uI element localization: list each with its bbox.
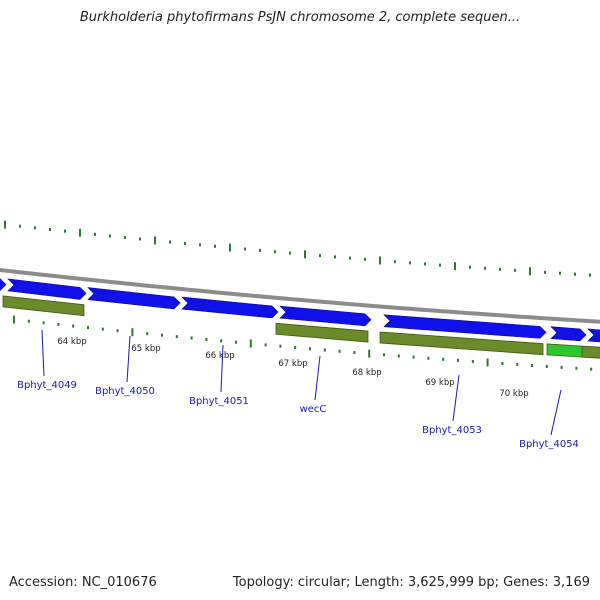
gene-feature[interactable]	[275, 322, 369, 343]
gene-feature[interactable]	[546, 343, 583, 358]
gene-feature[interactable]	[379, 331, 544, 356]
genome-summary: Topology: circular; Length: 3,625,999 bp…	[232, 575, 590, 590]
scale-label: 67 kbp	[278, 359, 307, 369]
backbone-line	[0, 268, 600, 324]
gene-label[interactable]: wecC	[300, 404, 327, 415]
scale-label: 66 kbp	[205, 351, 234, 361]
gene-label-leader	[41, 329, 45, 377]
scale-label: 64 kbp	[57, 337, 86, 347]
gene-feature[interactable]	[2, 295, 85, 317]
cds-feature[interactable]	[7, 278, 87, 300]
scale-labels: 64 kbp 65 kbp 66 kbp 67 kbp 68 kbp 69 kbp 70 k…	[57, 337, 528, 399]
cds-feature[interactable]	[0, 277, 7, 292]
gene-label-leader	[452, 374, 460, 422]
cds-feature[interactable]	[87, 287, 181, 310]
gene-label[interactable]: Bphyt_4049	[17, 380, 77, 391]
scale-label: 65 kbp	[131, 344, 160, 354]
gene-label-leader	[220, 344, 224, 393]
inner-tick-track	[13, 315, 593, 371]
gene-label[interactable]: Bphyt_4051	[189, 396, 249, 407]
gene-label[interactable]: Bphyt_4054	[519, 439, 579, 450]
gene-label[interactable]: Bphyt_4050	[95, 386, 155, 397]
cds-feature[interactable]	[279, 305, 372, 327]
gene-label-leader	[126, 335, 131, 383]
gene-labels: Bphyt_4049 Bphyt_4050 Bphyt_4051 wecC Bphyt_…	[17, 329, 579, 450]
gene-feature[interactable]	[581, 345, 600, 359]
scale-label: 69 kbp	[425, 378, 454, 388]
scale-label: 70 kbp	[499, 389, 528, 399]
outer-tick-track	[4, 220, 591, 277]
scale-label: 68 kbp	[352, 368, 381, 378]
gene-label[interactable]: Bphyt_4053	[422, 425, 482, 436]
accession-label: Accession: NC_010676	[9, 575, 157, 590]
cds-feature[interactable]	[181, 296, 279, 319]
cds-track	[0, 277, 600, 343]
cds-feature[interactable]	[383, 314, 547, 339]
gene-track	[2, 295, 600, 359]
gene-label-leader	[314, 355, 321, 401]
gene-label-leader	[550, 389, 562, 436]
chromosome-backbone	[0, 268, 600, 324]
cds-feature[interactable]	[550, 326, 587, 342]
cds-feature[interactable]	[587, 328, 600, 343]
map-title: Burkholderia phytofirmans PsJN chromosom…	[79, 10, 521, 25]
